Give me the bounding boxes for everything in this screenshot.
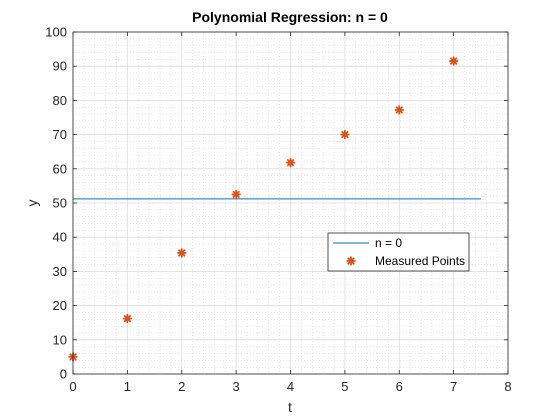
x-tick-label: 8 — [504, 379, 511, 394]
data-point — [122, 313, 133, 324]
data-point — [231, 189, 241, 200]
data-point — [177, 248, 187, 258]
x-tick-label: 6 — [396, 379, 403, 394]
x-tick-label: 3 — [233, 379, 240, 394]
legend-marker — [346, 256, 356, 266]
y-tick-label: 0 — [60, 367, 67, 382]
y-tick-label: 40 — [53, 230, 67, 245]
data-point — [448, 56, 459, 66]
legend-label-points: Measured Points — [375, 254, 465, 268]
legend: n = 0 Measured Points — [327, 232, 470, 272]
y-tick-label: 20 — [53, 298, 67, 313]
x-tick-label: 4 — [287, 379, 294, 394]
x-tick-label: 1 — [124, 379, 131, 394]
x-tick-label: 5 — [341, 379, 348, 394]
legend-label-fit: n = 0 — [375, 236, 402, 250]
y-tick-label: 70 — [53, 127, 67, 142]
y-tick-label: 100 — [45, 25, 67, 40]
y-tick-label: 10 — [53, 332, 67, 347]
y-tick-label: 80 — [53, 93, 67, 108]
y-axis-label: y — [24, 200, 40, 207]
x-axis-label: t — [288, 399, 292, 415]
y-tick-labels: 0 10 20 30 40 50 60 70 80 90 100 — [45, 25, 67, 382]
legend-marker-swatch — [346, 256, 356, 266]
tick-marks — [72, 31, 509, 375]
x-tick-labels: 0 1 2 3 4 5 6 7 8 — [69, 379, 511, 394]
y-tick-label: 50 — [53, 196, 67, 211]
y-tick-label: 30 — [53, 264, 67, 279]
y-tick-label: 60 — [53, 161, 67, 176]
y-tick-label: 90 — [53, 59, 67, 74]
x-tick-label: 7 — [450, 379, 457, 394]
data-point — [340, 129, 350, 140]
chart-title: Polynomial Regression: n = 0 — [192, 9, 388, 25]
x-tick-label: 0 — [69, 379, 76, 394]
x-tick-label: 2 — [178, 379, 185, 394]
data-point — [285, 157, 296, 168]
data-point — [394, 105, 404, 115]
